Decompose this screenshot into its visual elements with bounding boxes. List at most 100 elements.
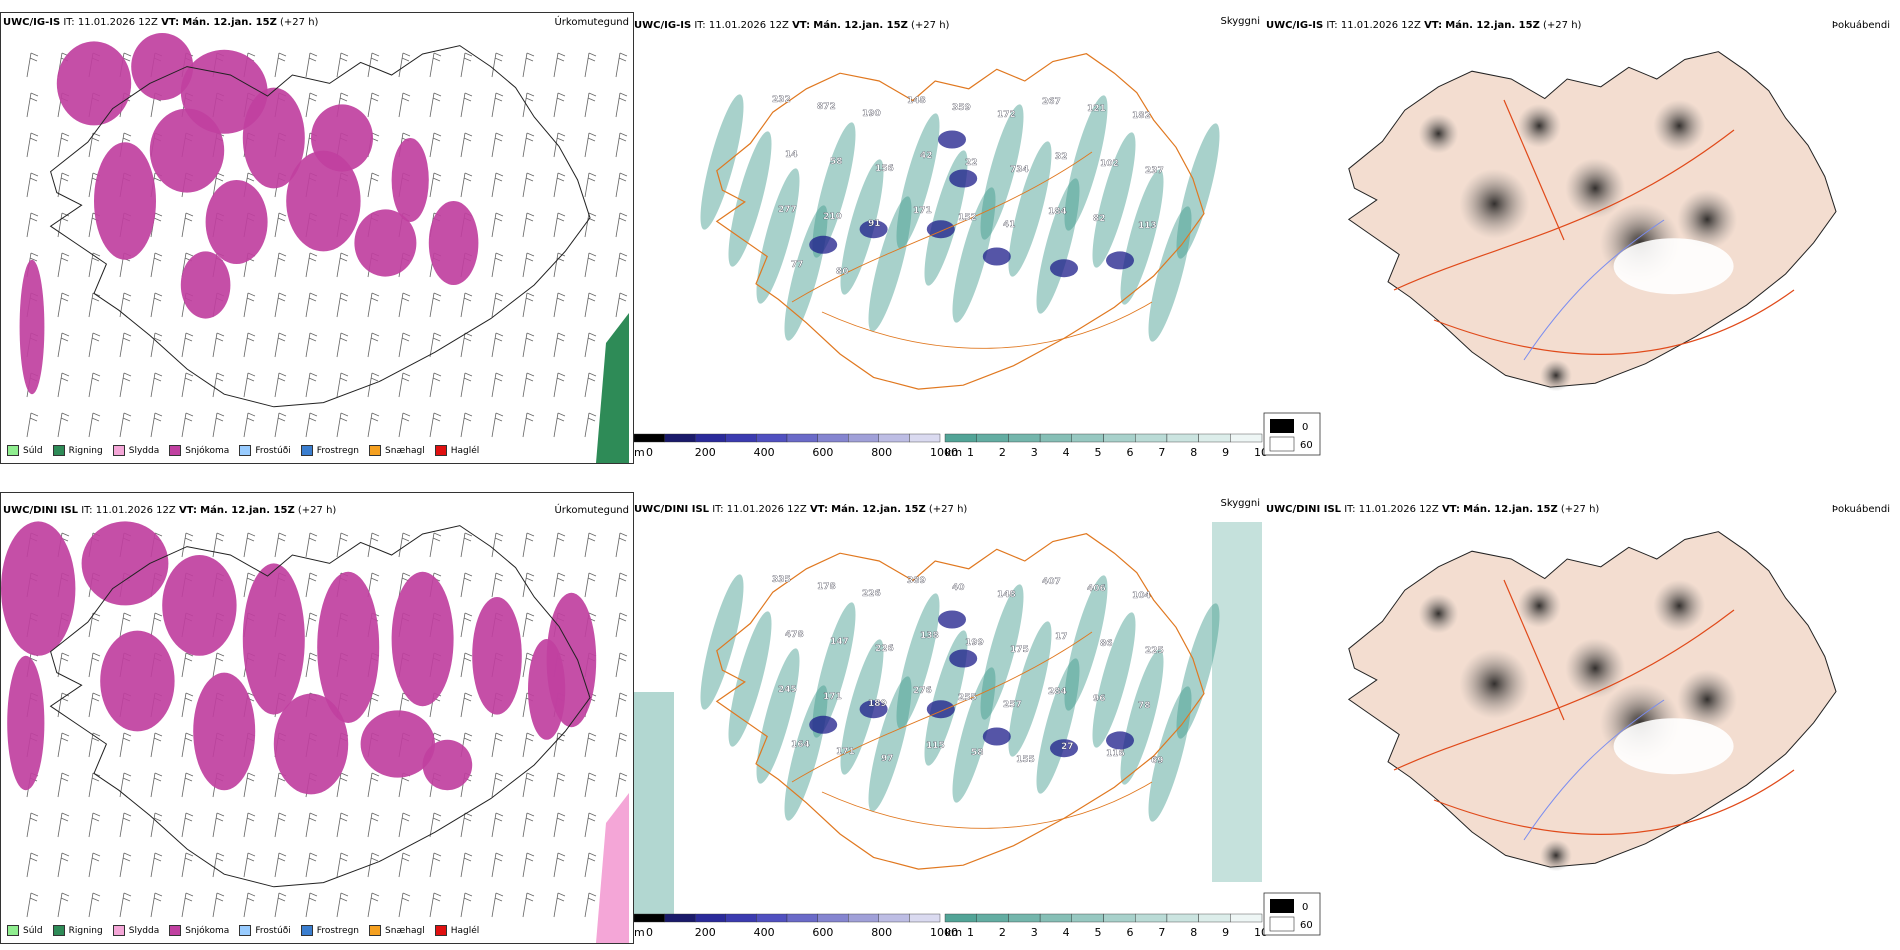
visibility-streak [980,104,1024,240]
wind-barb [584,812,597,838]
wind-barb [429,412,442,438]
snow-area [273,693,349,795]
visibility-streak [1120,649,1164,785]
fog-legend-tick: 60 [1300,440,1313,451]
legend-item: Snjókoma [169,445,229,456]
ceiling-height-label: 91 [868,219,881,229]
visibility-streak [896,593,940,729]
wind-barb [584,92,597,118]
precip-type-panel-2: UWC/DINI ISL IT: 11.01.2026 12Z VT: Mán.… [0,492,634,944]
legend-swatch [434,445,447,456]
snow-area [100,630,175,732]
fog-shade [1418,593,1459,634]
fog-shade [1677,189,1738,250]
wind-barb [336,412,349,438]
wind-barb [336,812,349,838]
wind-barb [491,732,504,758]
wind-barb [150,372,163,398]
ceiling-height-label: 42 [920,151,933,161]
wind-barb [553,532,566,558]
wind-barb [57,412,70,438]
wind-barb [367,772,380,798]
ceiling-scale-cell [695,913,727,923]
vis-scale-tick: 5 [1095,926,1102,939]
wind-barb [57,252,70,278]
wind-barb [460,692,473,718]
wind-barb [181,812,194,838]
wind-barb [522,292,535,318]
wind-barb [584,292,597,318]
land-area [1347,51,1837,388]
wind-barb [429,92,442,118]
legend-item: Rigning [52,445,103,456]
ceiling-height-label: 171 [913,206,932,216]
wind-barb [181,892,194,918]
wind-barb [615,92,628,118]
wind-barb [26,852,39,878]
ceiling-scale-tick: 1000 [930,446,958,459]
legend-label: Súld [23,925,43,936]
snow-area [360,710,435,778]
wind-barb [119,412,132,438]
vis-scale-cell [944,913,977,923]
road-network [791,151,1153,349]
vis-scale-tick: 9 [1222,446,1229,459]
wind-barb [584,172,597,198]
low-ceiling-area [1050,259,1078,278]
wind-barb [243,372,256,398]
visibility-streak [728,611,772,747]
ceiling-scale-cell [848,913,880,923]
ceiling-height-label: 189 [868,699,887,709]
legend-label: Snæhagl [385,925,425,936]
wind-barb [429,332,442,358]
wind-barb [212,332,225,358]
wind-barb [491,292,504,318]
fog-shade [1540,839,1572,872]
wind-barb [57,372,70,398]
wind-barb [150,332,163,358]
ceiling-height-label: 116 [1106,749,1125,759]
coastline [715,533,1205,870]
legend-label: Frostregn [316,445,360,456]
low-ceiling-area [859,220,888,239]
fog-legend-swatch [1269,436,1295,452]
visibility-streak [1064,95,1108,231]
legend-label: Slydda [128,925,160,936]
wind-barb [274,412,287,438]
legend-item: Haglél [434,925,479,936]
wind-barb [553,812,566,838]
wind-barb [584,572,597,598]
ceiling-scale-tick: 600 [812,926,833,939]
wind-barb [429,892,442,918]
wind-barb [274,52,287,78]
wind-barb [274,812,287,838]
ceiling-height-label: 148 [997,590,1016,600]
legend-swatch [52,445,65,456]
wind-barb [460,652,473,678]
vis-scale-tick: 8 [1190,446,1197,459]
ceiling-height-label: 175 [1010,645,1029,655]
ceiling-height-label: 267 [1042,97,1061,107]
wind-barb [367,52,380,78]
wind-barb [336,532,349,558]
wind-barb [398,92,411,118]
road-network [791,631,1153,829]
wind-barb [305,852,318,878]
wind-barb [367,532,380,558]
ceiling-height-label: 872 [817,102,836,112]
wind-barb [305,892,318,918]
legend-swatch [369,445,382,456]
legend-label: Rigning [68,925,103,936]
legend-item: Slydda [112,925,160,936]
wind-barb [119,892,132,918]
fog-shade [1459,168,1530,239]
visibility-streak [1092,132,1136,268]
wind-barb [26,52,39,78]
panel-title: Skyggni [1220,16,1260,27]
ceiling-height-label: 22 [965,158,978,168]
wind-barb [119,812,132,838]
wind-barb [243,852,256,878]
wind-barb [367,172,380,198]
vis-scale-tick: 6 [1126,446,1133,459]
legend-item: Snæhagl [369,925,425,936]
